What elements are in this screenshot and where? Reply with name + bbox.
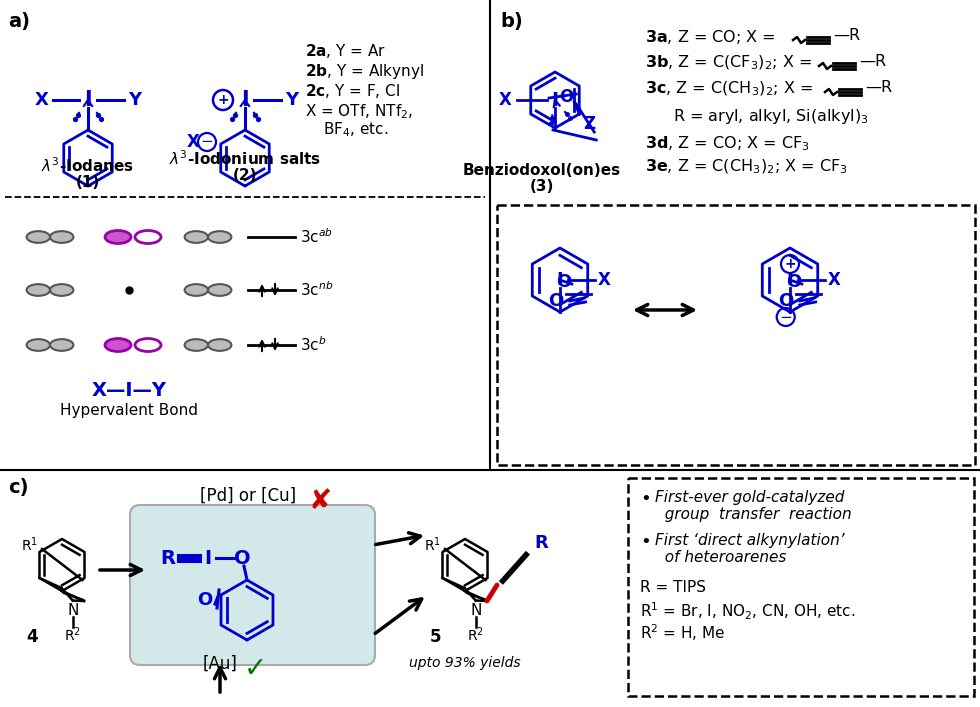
Ellipse shape: [208, 231, 231, 243]
Text: I: I: [557, 271, 564, 289]
Text: $\mathbf{2c}$, Y = F, Cl: $\mathbf{2c}$, Y = F, Cl: [305, 82, 400, 100]
Text: upto 93% yields: upto 93% yields: [410, 657, 520, 670]
Text: R$^1$: R$^1$: [22, 536, 38, 554]
Ellipse shape: [105, 230, 131, 243]
Text: ✓: ✓: [243, 655, 267, 683]
Text: $\mathbf{2b}$, Y = Alkynyl: $\mathbf{2b}$, Y = Alkynyl: [305, 62, 424, 81]
Text: •: •: [640, 533, 651, 551]
Text: $\lambda^3$-Iodanes: $\lambda^3$-Iodanes: [41, 156, 134, 175]
Text: I: I: [787, 271, 794, 289]
Ellipse shape: [50, 284, 74, 296]
Text: R = TIPS: R = TIPS: [640, 580, 706, 595]
Text: 5: 5: [429, 628, 441, 645]
Text: 3c$^{b}$: 3c$^{b}$: [300, 336, 326, 354]
Ellipse shape: [135, 230, 161, 243]
Text: I: I: [552, 90, 559, 110]
FancyBboxPatch shape: [497, 205, 975, 465]
Ellipse shape: [26, 284, 50, 296]
Text: −: −: [201, 134, 214, 149]
Text: O: O: [560, 88, 573, 106]
Text: +: +: [218, 93, 228, 107]
Text: 4: 4: [26, 628, 38, 645]
Text: Z: Z: [583, 115, 595, 133]
Text: X: X: [827, 271, 841, 289]
Text: R$^2$: R$^2$: [467, 625, 484, 644]
Text: X = OTf, NTf$_2$,: X = OTf, NTf$_2$,: [305, 102, 414, 121]
Text: •: •: [640, 490, 651, 508]
Text: O: O: [557, 273, 571, 291]
Text: $\mathbf{3e}$, Z = C(CH$_3$)$_2$; X = CF$_3$: $\mathbf{3e}$, Z = C(CH$_3$)$_2$; X = CF…: [645, 158, 848, 177]
Text: N: N: [67, 603, 78, 618]
Text: [Au]: [Au]: [203, 655, 237, 673]
Text: (3): (3): [530, 179, 554, 194]
Ellipse shape: [135, 339, 161, 351]
Text: [Pd] or [Cu]: [Pd] or [Cu]: [200, 487, 296, 505]
Text: First ‘direct alkynylation’
  of heteroarenes: First ‘direct alkynylation’ of heteroare…: [655, 533, 845, 566]
Text: R$^1$ = Br, I, NO$_2$, CN, OH, etc.: R$^1$ = Br, I, NO$_2$, CN, OH, etc.: [640, 601, 856, 622]
Ellipse shape: [184, 339, 208, 351]
Text: $\mathbf{3a}$, Z = CO; X =: $\mathbf{3a}$, Z = CO; X =: [645, 28, 776, 46]
Text: Y: Y: [128, 91, 141, 109]
Text: I: I: [241, 90, 249, 110]
Text: BF$_4$, etc.: BF$_4$, etc.: [323, 120, 388, 139]
Text: (2): (2): [233, 168, 258, 183]
Text: ✘: ✘: [309, 487, 331, 515]
Text: (1): (1): [75, 175, 100, 190]
Text: b): b): [500, 12, 522, 31]
Text: Hypervalent Bond: Hypervalent Bond: [60, 402, 198, 418]
FancyBboxPatch shape: [130, 505, 375, 665]
Ellipse shape: [50, 339, 74, 351]
Ellipse shape: [105, 339, 131, 351]
FancyBboxPatch shape: [628, 478, 974, 696]
Text: O: O: [197, 591, 213, 609]
Text: $\mathbf{3b}$, Z = C(CF$_3$)$_2$; X =: $\mathbf{3b}$, Z = C(CF$_3$)$_2$; X =: [645, 54, 812, 72]
Text: a): a): [8, 12, 30, 31]
Text: R: R: [161, 549, 175, 568]
Text: R$^1$: R$^1$: [424, 536, 442, 554]
Text: O: O: [786, 273, 802, 291]
Text: Y: Y: [285, 91, 299, 109]
Ellipse shape: [208, 339, 231, 351]
Ellipse shape: [50, 231, 74, 243]
Text: $\mathbf{3d}$, Z = CO; X = CF$_3$: $\mathbf{3d}$, Z = CO; X = CF$_3$: [645, 134, 809, 153]
Text: —R: —R: [859, 54, 886, 69]
Ellipse shape: [26, 231, 50, 243]
Text: Benziodoxol(on)es: Benziodoxol(on)es: [463, 163, 621, 178]
Text: O: O: [548, 292, 564, 310]
Text: X: X: [186, 133, 200, 151]
Text: 3c$^{nb}$: 3c$^{nb}$: [300, 281, 333, 299]
Text: 3c$^{ab}$: 3c$^{ab}$: [300, 228, 333, 246]
Text: R$^2$ = H, Me: R$^2$ = H, Me: [640, 622, 725, 643]
Text: O: O: [233, 549, 250, 568]
Text: +: +: [784, 257, 796, 271]
Text: O: O: [778, 292, 794, 310]
Text: X—I—Y: X—I—Y: [91, 380, 167, 399]
Text: $\lambda^3$-Iodonium salts: $\lambda^3$-Iodonium salts: [169, 149, 321, 168]
Text: I: I: [205, 549, 212, 568]
Text: R$^2$: R$^2$: [65, 625, 81, 644]
Ellipse shape: [208, 284, 231, 296]
Text: $\mathbf{3c}$, Z = C(CH$_3$)$_2$; X =: $\mathbf{3c}$, Z = C(CH$_3$)$_2$; X =: [645, 80, 813, 98]
Ellipse shape: [184, 284, 208, 296]
Text: —R: —R: [833, 28, 860, 43]
Text: —R: —R: [865, 80, 892, 95]
Ellipse shape: [184, 231, 208, 243]
Text: R = aryl, alkyl, Si(alkyl)$_3$: R = aryl, alkyl, Si(alkyl)$_3$: [673, 107, 868, 126]
Ellipse shape: [26, 339, 50, 351]
Text: N: N: [470, 603, 481, 618]
Text: I: I: [84, 90, 92, 110]
Text: c): c): [8, 478, 28, 497]
Text: $\mathbf{2a}$, Y = Ar: $\mathbf{2a}$, Y = Ar: [305, 42, 386, 60]
Text: −: −: [779, 310, 792, 325]
Text: X: X: [35, 91, 49, 109]
Text: First-ever gold-catalyzed
  group  transfer  reaction: First-ever gold-catalyzed group transfer…: [655, 490, 852, 522]
Text: R: R: [534, 534, 548, 552]
Text: X: X: [499, 91, 512, 109]
Text: X: X: [598, 271, 611, 289]
